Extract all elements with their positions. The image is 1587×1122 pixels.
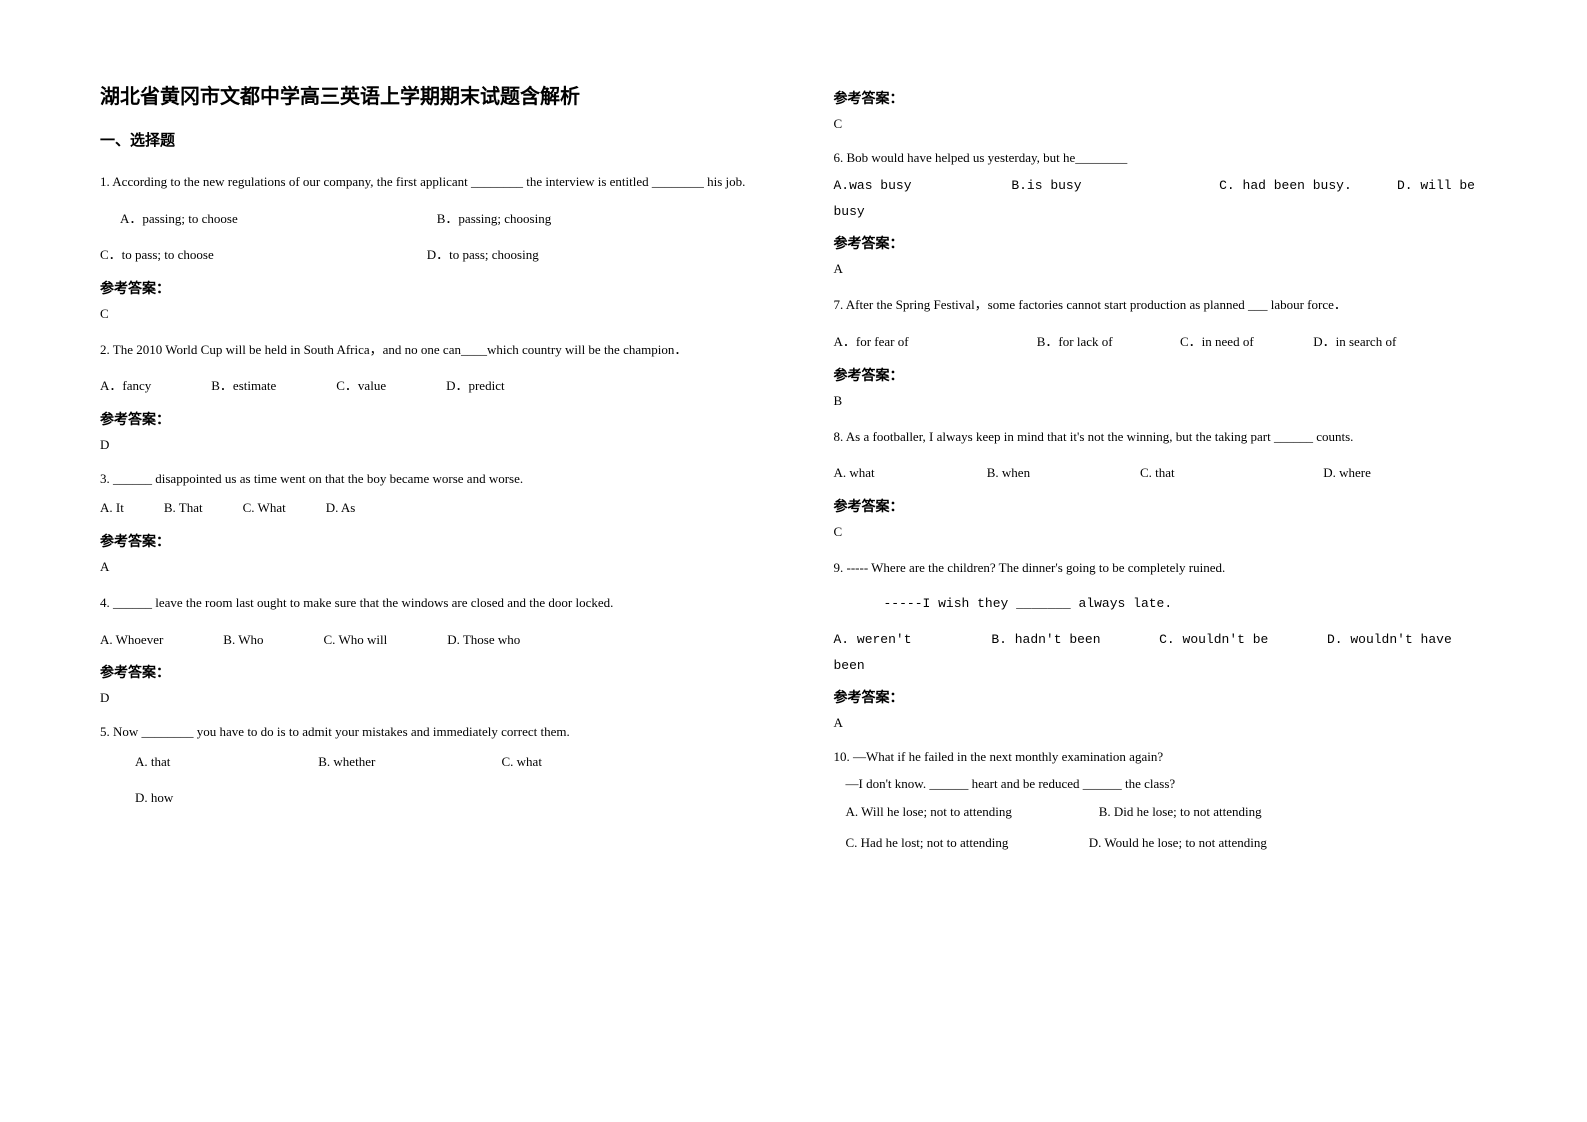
q1-text: 1. According to the new regulations of o… bbox=[100, 168, 754, 197]
q9-optC: C. wouldn't be bbox=[1159, 627, 1319, 653]
q9-optA: A. weren't bbox=[834, 627, 984, 653]
q6-answer: A bbox=[834, 261, 1488, 277]
q3-options: A. It B. That C. What D. As bbox=[100, 494, 754, 523]
q5-options-row2: D. how bbox=[100, 784, 754, 813]
q5-optA: A. that bbox=[135, 748, 315, 777]
q8-answer: C bbox=[834, 524, 1488, 540]
q2-optA: A．fancy bbox=[100, 372, 151, 401]
right-column: 参考答案： C 6. Bob would have helped us yest… bbox=[794, 80, 1498, 1042]
q2-answer-label: 参考答案： bbox=[100, 409, 754, 429]
q5-options-row1: A. that B. whether C. what bbox=[100, 748, 754, 777]
q10-text2: —I don't know. ______ heart and be reduc… bbox=[834, 772, 1488, 795]
q4-optA: A. Whoever bbox=[100, 626, 163, 655]
q7-optC: C．in need of bbox=[1180, 328, 1310, 357]
q8-optD: D. where bbox=[1323, 465, 1371, 480]
q3-optB: B. That bbox=[164, 494, 203, 523]
q9-options: A. weren't B. hadn't been C. wouldn't be… bbox=[834, 627, 1488, 679]
q2-optD: D．predict bbox=[446, 372, 504, 401]
q9-text1: 9. ----- Where are the children? The din… bbox=[834, 554, 1488, 583]
q7-answer-label: 参考答案： bbox=[834, 365, 1488, 385]
q3-optA: A. It bbox=[100, 494, 124, 523]
section-heading: 一、选择题 bbox=[100, 129, 754, 150]
q4-text: 4. ______ leave the room last ought to m… bbox=[100, 589, 754, 618]
q8-optA: A. what bbox=[834, 459, 984, 488]
q4-optD: D. Those who bbox=[447, 626, 520, 655]
q5-optB: B. whether bbox=[318, 748, 498, 777]
q8-answer-label: 参考答案： bbox=[834, 496, 1488, 516]
q7-optD: D．in search of bbox=[1313, 334, 1396, 349]
q5-optD: D. how bbox=[135, 790, 173, 805]
q10-optB: B. Did he lose; to not attending bbox=[1099, 804, 1262, 819]
q3-answer-label: 参考答案： bbox=[100, 531, 754, 551]
q1-answer: C bbox=[100, 306, 754, 322]
q4-optB: B. Who bbox=[223, 626, 263, 655]
q8-optC: C. that bbox=[1140, 459, 1320, 488]
q8-options: A. what B. when C. that D. where bbox=[834, 459, 1488, 488]
q7-text: 7. After the Spring Festival，some factor… bbox=[834, 291, 1488, 320]
q6-text: 6. Bob would have helped us yesterday, b… bbox=[834, 146, 1488, 169]
q7-answer: B bbox=[834, 393, 1488, 409]
q9-optB: B. hadn't been bbox=[991, 627, 1151, 653]
q3-optC: C. What bbox=[243, 494, 286, 523]
q5-optC: C. what bbox=[502, 754, 542, 769]
q6-optA: A.was busy bbox=[834, 173, 1004, 199]
q9-answer: A bbox=[834, 715, 1488, 731]
q6-options: A.was busy B.is busy C. had been busy. D… bbox=[834, 173, 1488, 225]
page-title: 湖北省黄冈市文都中学高三英语上学期期末试题含解析 bbox=[100, 80, 754, 109]
q6-answer-label: 参考答案： bbox=[834, 233, 1488, 253]
q7-optA: A．for fear of bbox=[834, 328, 1034, 357]
q8-text: 8. As a footballer, I always keep in min… bbox=[834, 423, 1488, 452]
q4-options: A. Whoever B. Who C. Who will D. Those w… bbox=[100, 626, 754, 655]
q1-optB: B．passing; choosing bbox=[437, 205, 754, 234]
q10-text1: 10. —What if he failed in the next month… bbox=[834, 745, 1488, 768]
q5-text: 5. Now ________ you have to do is to adm… bbox=[100, 720, 754, 743]
q1-options-row1: A．passing; to choose B．passing; choosing bbox=[100, 205, 754, 234]
q9-answer-label: 参考答案： bbox=[834, 687, 1488, 707]
q4-optC: C. Who will bbox=[324, 626, 388, 655]
q5-answer-label: 参考答案： bbox=[834, 88, 1488, 108]
q4-answer: D bbox=[100, 690, 754, 706]
q10-options-row1: A. Will he lose; not to attending B. Did… bbox=[834, 800, 1488, 823]
q1-optA: A．passing; to choose bbox=[120, 205, 437, 234]
q1-optC: C．to pass; to choose bbox=[100, 241, 427, 270]
q7-options: A．for fear of B．for lack of C．in need of… bbox=[834, 328, 1488, 357]
q6-optB: B.is busy bbox=[1011, 173, 1211, 199]
q1-optD: D．to pass; choosing bbox=[427, 241, 754, 270]
q9-text2: -----I wish they _______ always late. bbox=[834, 590, 1488, 619]
q2-optB: B．estimate bbox=[211, 372, 276, 401]
q10-optC: C. Had he lost; not to attending bbox=[846, 831, 1086, 854]
q2-optC: C．value bbox=[336, 372, 386, 401]
q3-optD: D. As bbox=[326, 494, 356, 523]
q10-options-row2: C. Had he lost; not to attending D. Woul… bbox=[834, 831, 1488, 854]
q5-answer: C bbox=[834, 116, 1488, 132]
q1-answer-label: 参考答案： bbox=[100, 278, 754, 298]
q7-optB: B．for lack of bbox=[1037, 328, 1177, 357]
q10-optD: D. Would he lose; to not attending bbox=[1089, 835, 1267, 850]
left-column: 湖北省黄冈市文都中学高三英语上学期期末试题含解析 一、选择题 1. Accord… bbox=[90, 80, 794, 1042]
q4-answer-label: 参考答案： bbox=[100, 662, 754, 682]
q6-optC: C. had been busy. bbox=[1219, 173, 1389, 199]
q3-answer: A bbox=[100, 559, 754, 575]
q10-optA: A. Will he lose; not to attending bbox=[846, 800, 1096, 823]
q2-text: 2. The 2010 World Cup will be held in So… bbox=[100, 336, 754, 365]
q1-options-row2: C．to pass; to choose D．to pass; choosing bbox=[100, 241, 754, 270]
q2-answer: D bbox=[100, 437, 754, 453]
q2-options: A．fancy B．estimate C．value D．predict bbox=[100, 372, 754, 401]
q3-text: 3. ______ disappointed us as time went o… bbox=[100, 467, 754, 490]
q8-optB: B. when bbox=[987, 459, 1137, 488]
